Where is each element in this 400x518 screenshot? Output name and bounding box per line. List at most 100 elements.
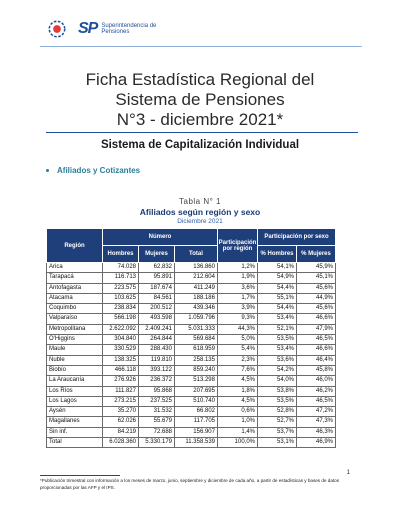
- value-cell: 138.325: [102, 354, 139, 366]
- value-cell: 46,2%: [295, 385, 337, 397]
- region-cell: Total: [46, 437, 103, 449]
- table-row: La Araucanía 276.926 236.372 513.298 4,5% 54,…: [46, 375, 337, 387]
- header-total: Total: [174, 245, 218, 263]
- section-bullet-label: Afiliados y Cotizantes: [57, 166, 141, 175]
- region-cell: Aysén: [46, 406, 103, 418]
- value-cell: 0,6%: [217, 406, 258, 418]
- value-cell: 4,5%: [217, 395, 258, 408]
- title-divider: [46, 132, 358, 133]
- value-cell: 44,9%: [295, 292, 337, 305]
- value-cell: 330.529: [102, 344, 139, 356]
- header-region: Región: [46, 228, 103, 263]
- value-cell: 45,9%: [295, 261, 337, 274]
- title-line-2: Sistema de Pensiones: [115, 90, 285, 109]
- value-cell: 618.959: [174, 344, 218, 356]
- value-cell: 136.860: [174, 261, 218, 274]
- value-cell: 1,4%: [217, 426, 258, 439]
- value-cell: 35.270: [102, 406, 139, 418]
- affiliates-table: Región Número Participación por región P…: [46, 228, 337, 449]
- table-row: Maule 330.529 288.430 618.959 5,4% 53,4% 46,6%: [46, 344, 337, 356]
- value-cell: 53,1%: [257, 437, 297, 449]
- section-title: Sistema de Capitalización Individual: [100, 139, 300, 151]
- value-cell: 119.810: [138, 354, 175, 366]
- value-cell: 859.240: [174, 364, 218, 377]
- region-cell: La Araucanía: [46, 375, 103, 387]
- value-cell: 2,3%: [217, 354, 258, 366]
- value-cell: 54,9%: [257, 272, 297, 284]
- value-cell: 3,6%: [217, 282, 258, 294]
- table-row: Los Lagos 273.215 237.525 510.740 4,5% 53,5% 4…: [46, 395, 337, 408]
- value-cell: 238.834: [102, 303, 139, 315]
- value-cell: 493.598: [138, 313, 175, 325]
- value-cell: 45,6%: [295, 282, 337, 294]
- region-cell: Tarapacá: [46, 272, 103, 284]
- table-row: Metropolitana 2.622.092 2.409.241 5.031.333…: [46, 323, 337, 336]
- value-cell: 44,3%: [217, 323, 258, 336]
- header-mujeres: Mujeres: [138, 245, 175, 263]
- value-cell: 84.219: [102, 426, 139, 439]
- region-cell: Maule: [46, 344, 103, 356]
- value-cell: 46,3%: [295, 426, 337, 439]
- value-cell: 54,4%: [257, 303, 297, 315]
- value-cell: 236.372: [138, 375, 175, 387]
- value-cell: 52,1%: [257, 323, 297, 336]
- table-row: O'Higgins 304.840 264.844 569.684 5,0% 53,5% 4…: [46, 334, 337, 346]
- value-cell: 55.679: [138, 416, 175, 428]
- value-cell: 513.298: [174, 375, 218, 387]
- value-cell: 66.802: [174, 406, 218, 418]
- logo-line-2: Pensiones: [101, 29, 130, 35]
- value-cell: 54,1%: [257, 261, 297, 274]
- value-cell: 566.198: [102, 313, 139, 325]
- table-title: Afiliados según región y sexo: [139, 207, 261, 217]
- value-cell: 46,9%: [295, 437, 337, 449]
- value-cell: 54,0%: [257, 375, 297, 387]
- value-cell: 46,5%: [295, 395, 337, 408]
- value-cell: 1,8%: [217, 385, 258, 397]
- value-cell: 53,5%: [257, 334, 297, 346]
- region-cell: Antofagasta: [46, 282, 103, 294]
- value-cell: 510.740: [174, 395, 218, 408]
- region-cell: Biobío: [46, 364, 103, 377]
- header-pct-mujeres: % Mujeres: [295, 245, 337, 263]
- value-cell: 5,0%: [217, 334, 258, 346]
- title-line-1: Ficha Estadística Regional del: [85, 70, 315, 89]
- header-hombres: Hombres: [102, 245, 139, 263]
- value-cell: 45,6%: [295, 303, 337, 315]
- region-cell: Metropolitana: [46, 323, 103, 336]
- value-cell: 52,7%: [257, 416, 297, 428]
- region-cell: Los Lagos: [46, 395, 103, 408]
- value-cell: 95.868: [138, 385, 175, 397]
- value-cell: 53,4%: [257, 313, 297, 325]
- value-cell: 3,9%: [217, 303, 258, 315]
- value-cell: 62.026: [102, 416, 139, 428]
- logo-line-1: Superintendencia de: [101, 22, 157, 29]
- table-row: Atacama 103.625 84.561 188.186 1,7% 55,1% 44,9…: [46, 292, 337, 305]
- value-cell: 156.907: [174, 426, 218, 439]
- value-cell: 100,0%: [217, 437, 258, 449]
- value-cell: 187.674: [138, 282, 175, 294]
- value-cell: 47,9%: [295, 323, 337, 336]
- value-cell: 74.028: [102, 261, 139, 274]
- region-cell: Sin inf.: [46, 426, 103, 439]
- table-row: Tarapacá 116.713 95.891 212.604 1,9% 54,9% 45,…: [46, 272, 337, 284]
- table-body: Arica 74.028 62.832 136.860 1,2% 54,1% 45,9% Ta…: [46, 261, 337, 449]
- value-cell: 237.525: [138, 395, 175, 408]
- value-cell: 5.330.179: [138, 437, 175, 449]
- value-cell: 223.575: [102, 282, 139, 294]
- value-cell: 273.215: [102, 395, 139, 408]
- region-cell: Ñuble: [46, 354, 103, 366]
- value-cell: 54,4%: [257, 282, 297, 294]
- header-numero: Número: [102, 228, 218, 246]
- region-cell: Valparaíso: [46, 313, 103, 325]
- value-cell: 45,1%: [295, 272, 337, 284]
- title-line-3: N°3 - diciembre 2021*: [116, 110, 284, 129]
- value-cell: 466.118: [102, 364, 139, 377]
- value-cell: 9,3%: [217, 313, 258, 325]
- value-cell: 47,2%: [295, 406, 337, 418]
- logo-org-name: Superintendencia de Pensiones: [101, 23, 156, 36]
- value-cell: 393.122: [138, 364, 175, 377]
- value-cell: 1,9%: [217, 272, 258, 284]
- value-cell: 5.031.333: [174, 323, 218, 336]
- bullet-icon: [46, 169, 49, 172]
- value-cell: 53,7%: [257, 426, 297, 439]
